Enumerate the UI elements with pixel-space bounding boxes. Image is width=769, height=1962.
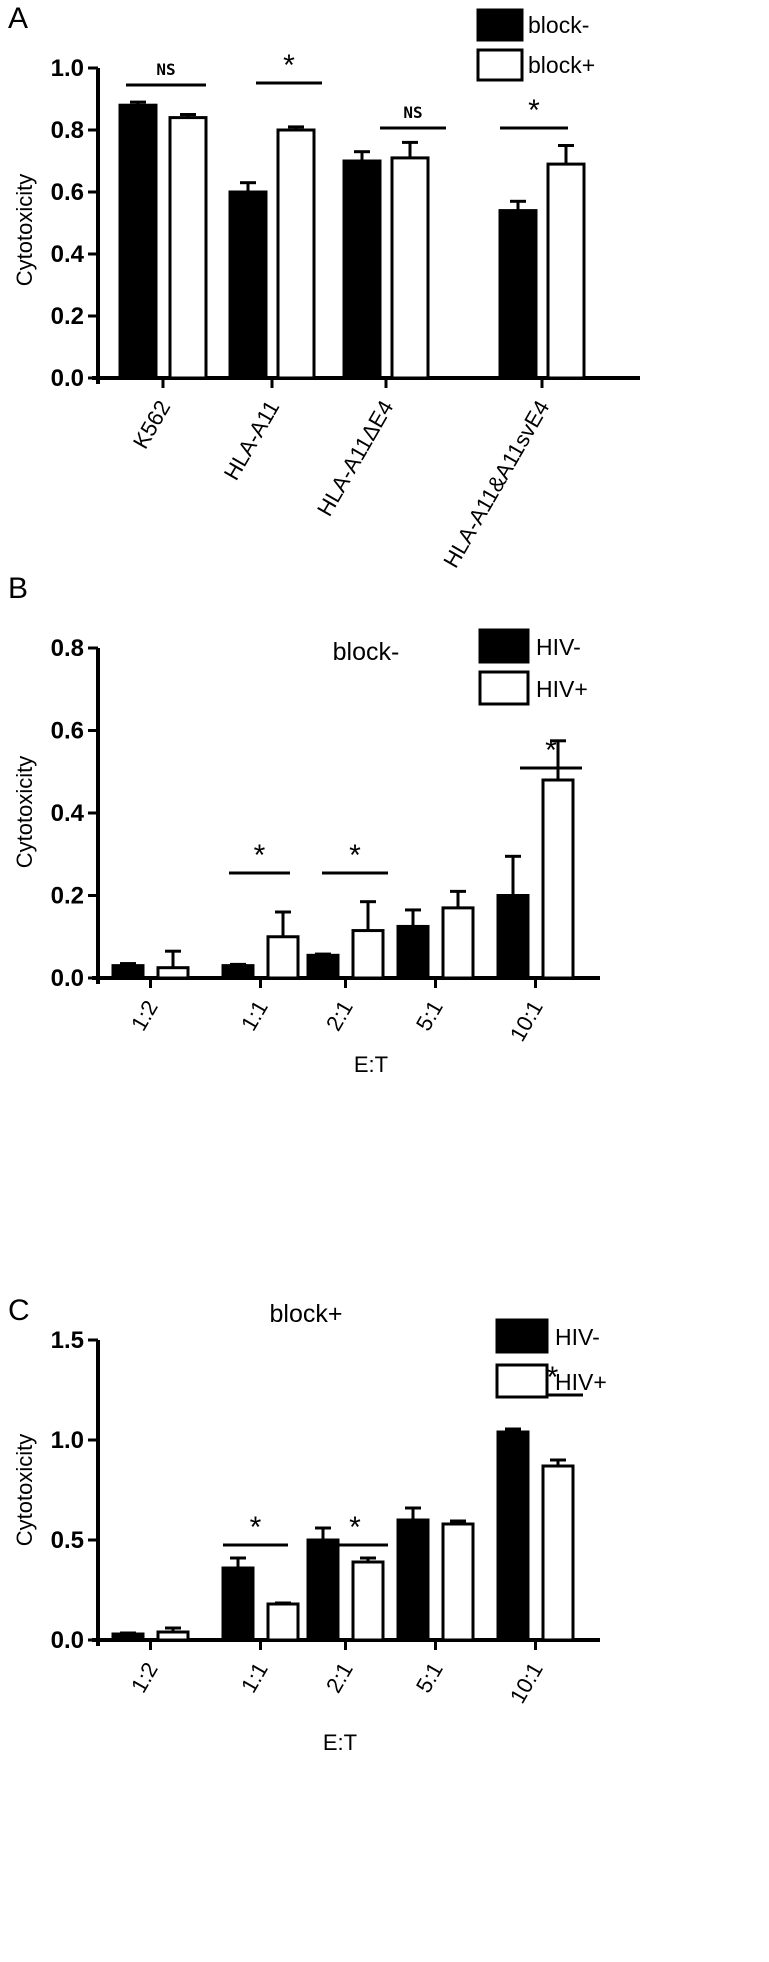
significance-ns: NS (156, 60, 175, 79)
x-tick-label: 1:1 (236, 1658, 273, 1697)
significance-star: * (349, 839, 361, 872)
x-axis-label: E:T (354, 1052, 388, 1077)
legend-swatch (495, 1318, 549, 1354)
significance-star: * (545, 734, 557, 767)
bar-HIV-1 (221, 964, 255, 980)
y-tick-label: 0.0 (51, 965, 84, 992)
x-tick-label: 10:1 (505, 996, 548, 1046)
x-tick-label: 2:1 (321, 996, 358, 1035)
bar-HIV-1 (266, 1602, 300, 1642)
y-tick-label: 0.4 (51, 800, 85, 827)
significance-ns: NS (403, 103, 422, 122)
significance-star: * (528, 94, 540, 127)
x-axis-label: E:T (323, 1730, 357, 1755)
y-tick-label: 0.2 (51, 883, 84, 910)
y-tick-label: 0.6 (51, 718, 84, 745)
x-tick-label: 2:1 (321, 1658, 358, 1697)
bar-block-3 (546, 162, 586, 380)
y-tick-label: 1.0 (51, 55, 84, 82)
bar-block-2 (390, 156, 430, 380)
x-tick-label: 10:1 (505, 1658, 548, 1708)
bar-block-3 (498, 209, 538, 380)
bar-HIV-4 (496, 1430, 530, 1642)
bar-block-0 (118, 103, 158, 380)
bar-block-2 (342, 159, 382, 380)
panel-letter: B (8, 572, 28, 605)
legend-label: HIV- (536, 634, 581, 660)
x-tick-label: 1:2 (126, 1658, 163, 1697)
y-tick-label: 1.5 (51, 1327, 84, 1354)
bar-HIV-0 (156, 1630, 190, 1642)
bar-HIV-0 (111, 1632, 145, 1642)
bar-HIV-3 (396, 1518, 430, 1642)
y-tick-label: 0.4 (51, 241, 85, 268)
panel-a: A 0.0 0.2 0.4 0.6 0.8 1.0 Cytotoxicity K562 HLA-A… (8, 2, 640, 572)
panel-letter: C (8, 1294, 30, 1327)
y-tick-label: 0.0 (51, 1627, 84, 1654)
bar-HIV-3 (441, 1522, 475, 1642)
x-tick-label: 1:2 (126, 996, 163, 1035)
y-tick-label: 0.8 (51, 635, 84, 662)
significance-star: * (250, 1511, 262, 1544)
x-tick-label: 1:1 (236, 996, 273, 1035)
significance-star: * (254, 839, 266, 872)
bar-HIV-3 (396, 924, 430, 980)
bar-HIV-2 (306, 1538, 340, 1642)
legend-label: block+ (528, 52, 595, 78)
y-axis-label: Cytotoxicity (12, 1434, 37, 1546)
x-tick-label: HLA-A11ΔE4 (312, 396, 398, 520)
bar-HIV-2 (351, 929, 385, 980)
legend-swatch (476, 48, 524, 82)
bar-HIV-4 (541, 1464, 575, 1642)
y-tick-label: 0.5 (51, 1527, 84, 1554)
x-tick-label: 5:1 (411, 1658, 448, 1697)
legend-swatch (476, 8, 524, 42)
x-tick-label: HLA-A11&A11svE4 (438, 396, 554, 572)
significance-star: * (547, 1361, 559, 1394)
bar-HIV-2 (306, 953, 340, 980)
chart-title: block- (333, 638, 400, 666)
bar-HIV-0 (156, 966, 190, 980)
bar-HIV-1 (221, 1566, 255, 1642)
significance-star: * (349, 1511, 361, 1544)
chart-title: block+ (270, 1300, 343, 1328)
y-tick-label: 0.0 (51, 365, 84, 392)
bar-HIV-4 (496, 894, 530, 980)
bar-HIV-4 (541, 778, 575, 980)
legend-label: HIV- (555, 1324, 600, 1350)
legend-label: block- (528, 12, 589, 38)
y-axis-label: Cytotoxicity (12, 756, 37, 868)
y-tick-label: 1.0 (51, 1427, 84, 1454)
y-tick-label: 0.2 (51, 303, 84, 330)
bar-block-1 (276, 128, 316, 380)
bar-HIV-1 (266, 935, 300, 980)
legend-swatch (478, 628, 530, 664)
y-tick-label: 0.8 (51, 117, 84, 144)
x-tick-label: 5:1 (411, 996, 448, 1035)
legend-label: HIV+ (555, 1369, 607, 1395)
panel-letter: A (8, 2, 28, 35)
legend-swatch (495, 1363, 549, 1399)
bar-block-0 (168, 116, 208, 380)
legend-swatch (478, 670, 530, 706)
y-axis-label: Cytotoxicity (12, 174, 37, 286)
bar-HIV-0 (111, 964, 145, 980)
bar-HIV-2 (351, 1560, 385, 1642)
x-tick-label: K562 (128, 396, 175, 453)
y-tick-label: 0.6 (51, 179, 84, 206)
bar-block-1 (228, 190, 268, 380)
x-tick-label: HLA-A11 (219, 396, 284, 484)
legend-label: HIV+ (536, 676, 588, 702)
significance-star: * (283, 49, 295, 82)
bar-HIV-3 (441, 906, 475, 980)
